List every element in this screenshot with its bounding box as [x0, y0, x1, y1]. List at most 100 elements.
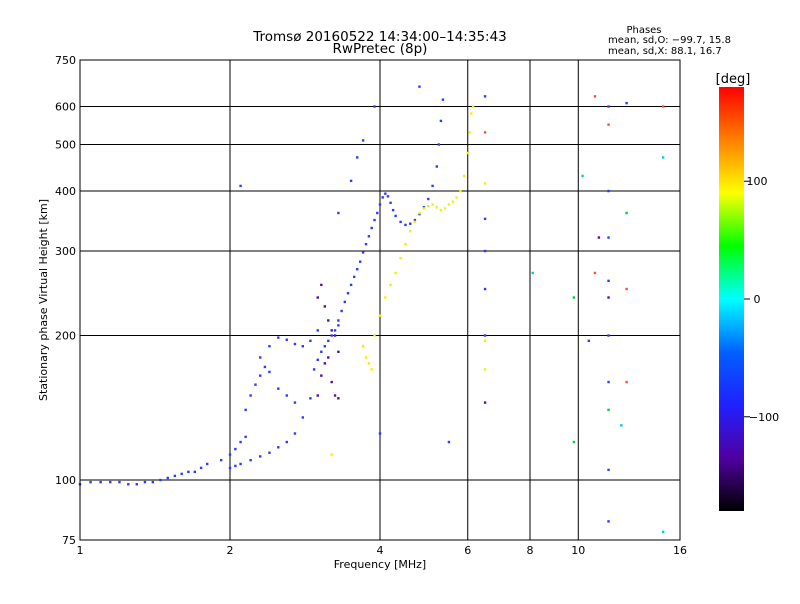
data-point: [409, 229, 412, 233]
data-point: [355, 267, 359, 271]
y-tick-labels: 75 100 200 300 400 500 600 750: [55, 54, 76, 547]
data-point: [572, 296, 576, 299]
data-point: [531, 271, 534, 275]
data-point: [109, 480, 112, 484]
data-point: [309, 339, 312, 343]
data-point: [330, 380, 333, 384]
data-point: [427, 197, 430, 201]
colorbar-tick-label: 0: [754, 293, 761, 306]
data-point: [378, 203, 382, 206]
x-tick-label: 4: [377, 544, 384, 557]
data-point: [404, 223, 407, 227]
data-point: [607, 296, 610, 299]
data-point: [386, 195, 390, 198]
data-point: [340, 309, 343, 313]
data-point: [277, 336, 280, 339]
y-tick-label: 100: [55, 474, 76, 487]
data-point: [323, 362, 327, 365]
data-point: [384, 192, 387, 195]
x-tick-label: 8: [527, 544, 534, 557]
data-point: [244, 435, 247, 439]
chart-subtitle: RwPretec (8p): [333, 41, 428, 57]
y-tick-label: 500: [55, 139, 76, 152]
colorbar: [719, 87, 744, 511]
data-point: [483, 95, 487, 98]
data-point: [404, 242, 407, 246]
data-point: [607, 123, 610, 126]
data-point: [451, 200, 455, 203]
data-point: [441, 98, 445, 101]
data-point: [418, 85, 421, 88]
data-point: [483, 287, 487, 291]
data-point: [361, 139, 365, 142]
data-point: [597, 236, 601, 239]
data-points: [78, 85, 665, 534]
data-point: [180, 472, 183, 476]
data-point: [333, 394, 337, 397]
data-point: [199, 466, 203, 470]
data-point: [447, 203, 451, 206]
data-point: [268, 345, 271, 348]
data-point: [661, 105, 665, 108]
data-point: [413, 218, 417, 222]
data-point: [394, 271, 397, 275]
data-point: [228, 453, 232, 456]
data-point: [373, 105, 376, 108]
data-point: [316, 329, 319, 332]
data-point: [607, 334, 610, 337]
data-point: [333, 329, 337, 332]
data-point: [483, 182, 487, 185]
stats-heading: Phases: [626, 25, 661, 36]
data-point: [435, 206, 438, 209]
data-point: [399, 256, 402, 260]
data-point: [330, 453, 333, 456]
data-point: [135, 483, 138, 486]
data-point: [373, 218, 376, 222]
data-point: [187, 470, 190, 474]
data-point: [431, 184, 434, 188]
data-point: [483, 401, 487, 404]
data-point: [361, 345, 365, 348]
data-point: [389, 201, 392, 205]
data-point: [443, 207, 447, 210]
data-point: [399, 220, 402, 224]
data-point: [435, 165, 438, 168]
data-point: [219, 458, 223, 462]
data-point: [384, 296, 387, 299]
data-point: [249, 458, 252, 462]
y-tick-label: 600: [55, 101, 76, 114]
data-point: [625, 287, 628, 291]
data-point: [483, 249, 487, 253]
data-point: [358, 260, 362, 263]
data-point: [572, 440, 576, 444]
data-point: [239, 462, 242, 466]
data-point: [285, 338, 288, 341]
y-tick-label: 400: [55, 185, 76, 198]
data-point: [293, 401, 297, 404]
colorbar-tick-label: −100: [749, 411, 779, 424]
data-point: [316, 296, 319, 299]
data-point: [455, 196, 458, 199]
data-point: [99, 480, 102, 484]
data-point: [483, 339, 487, 343]
data-point: [228, 466, 232, 470]
data-point: [661, 156, 665, 159]
data-point: [316, 358, 319, 362]
x-tick-label: 2: [227, 544, 234, 557]
colorbar-ticks: 100 0 −100: [744, 175, 779, 424]
data-point: [343, 300, 347, 304]
data-point: [166, 476, 169, 480]
data-point: [381, 196, 384, 199]
data-point: [254, 383, 257, 386]
data-point: [607, 105, 610, 108]
data-point: [89, 480, 92, 484]
data-point: [330, 334, 333, 337]
data-point: [361, 251, 365, 254]
data-point: [268, 370, 271, 374]
data-point: [143, 480, 147, 484]
data-point: [173, 474, 177, 478]
data-point: [337, 319, 340, 322]
data-point: [234, 447, 237, 451]
data-point: [323, 345, 327, 348]
